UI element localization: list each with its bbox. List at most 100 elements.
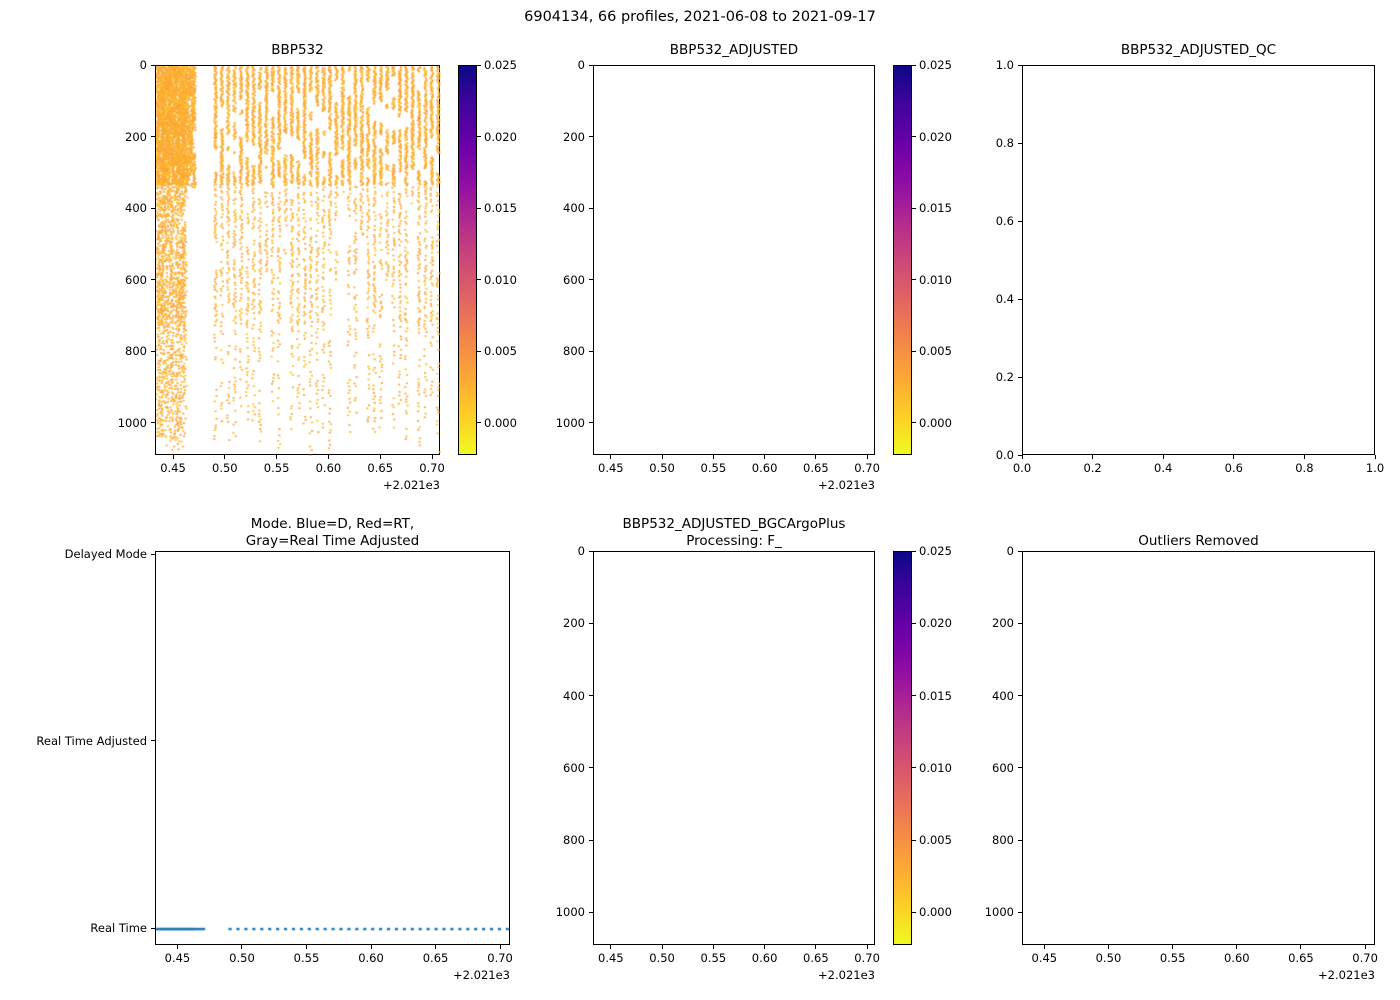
colorbar-tick-label: 0.025: [484, 58, 517, 72]
x-tick-mark: [1107, 945, 1109, 949]
x-tick-label: 0.2: [1083, 461, 1102, 475]
colorbar-tick-mark: [912, 136, 916, 138]
x-tick-label: 0.65: [1288, 951, 1314, 965]
y-tick-mark: [1018, 550, 1022, 552]
y-tick-mark: [1018, 142, 1022, 144]
colorbar-tick-label: 0.010: [484, 272, 517, 287]
y-tick-mark: [151, 740, 155, 742]
colorbar-tick-label: 0.025: [919, 544, 952, 558]
y-tick-label: 600: [563, 272, 585, 287]
colorbar-tick-label: 0.010: [919, 272, 952, 287]
x-tick-label: 0.45: [160, 461, 186, 475]
colorbar-tick-label: 0.005: [919, 344, 952, 359]
y-tick-mark: [1018, 64, 1022, 66]
axes-outliers-removed: [1022, 551, 1375, 945]
x-tick-label: 0.65: [803, 951, 829, 965]
y-tick-mark: [589, 622, 593, 624]
y-tick-label: 600: [563, 760, 585, 775]
x-tick-label: 0.55: [700, 461, 727, 475]
y-tick-label: 200: [125, 129, 147, 144]
colorbar-tick-mark: [912, 207, 916, 209]
y-tick-mark: [151, 422, 155, 424]
colorbar-tick-label: 0.015: [484, 201, 517, 216]
y-tick-mark: [589, 207, 593, 209]
colorbar-tick-label: 0.020: [919, 129, 952, 144]
x-tick-label: 0.60: [751, 951, 778, 965]
colorbar-tick-label: 0.020: [919, 616, 952, 631]
x-tick-label: 0.65: [367, 461, 394, 475]
bbp532-adjusted-colorbar: [893, 65, 912, 455]
x-tick-label: 0.55: [700, 951, 727, 965]
x-axis-offset-label: +2.021e3: [453, 968, 510, 982]
x-tick-mark: [1043, 945, 1045, 949]
x-tick-mark: [1236, 945, 1238, 949]
x-tick-label: 0.55: [293, 951, 320, 965]
x-tick-mark: [610, 455, 612, 459]
colorbar-tick-mark: [912, 695, 916, 697]
x-tick-label: 0.45: [598, 951, 624, 965]
y-tick-label: 800: [125, 344, 147, 359]
bbp532-data-canvas: [156, 66, 441, 456]
y-tick-mark: [589, 550, 593, 552]
y-tick-mark: [589, 839, 593, 841]
mode-title-line1: Mode. Blue=D, Red=RT,: [250, 516, 415, 532]
y-tick-mark: [151, 207, 155, 209]
y-tick-mark: [589, 911, 593, 913]
y-tick-label: 400: [992, 688, 1014, 703]
bbp532-colorbar: [458, 65, 477, 455]
y-tick-mark: [1018, 767, 1022, 769]
y-tick-mark: [1018, 376, 1022, 378]
x-tick-mark: [1172, 945, 1174, 949]
x-tick-mark: [1233, 455, 1235, 459]
x-tick-mark: [1303, 455, 1305, 459]
y-tick-label: 0: [139, 58, 147, 72]
axes-bbp532: [155, 65, 441, 456]
colorbar-tick-mark: [477, 279, 481, 281]
x-tick-mark: [176, 945, 178, 949]
y-tick-mark: [589, 695, 593, 697]
x-tick-mark: [435, 945, 437, 949]
colorbar-tick-mark: [912, 767, 916, 769]
colorbar-tick-mark: [477, 136, 481, 138]
axes-mode: [155, 551, 511, 946]
bgcargoplus-title: BBP532_ADJUSTED_BGCArgoPlus Processing: …: [593, 516, 875, 550]
bbp532-title: BBP532: [271, 42, 324, 58]
x-tick-label: 0.65: [422, 951, 449, 965]
bgcargoplus-title-line2: Processing: F_: [686, 533, 782, 549]
x-tick-mark: [1162, 455, 1164, 459]
x-tick-label: 0.65: [803, 461, 829, 475]
x-axis-offset-label: +2.021e3: [1318, 968, 1375, 982]
x-tick-label: 0.60: [358, 951, 384, 965]
x-tick-label: 0.45: [598, 461, 624, 475]
x-tick-mark: [866, 945, 868, 949]
x-tick-label: 0.55: [263, 461, 290, 475]
y-tick-mark: [1018, 839, 1022, 841]
y-tick-label: 400: [125, 201, 147, 216]
colorbar-tick-label: 0.010: [919, 760, 952, 775]
colorbar-tick-label: 0.005: [919, 833, 952, 848]
bbp532-adjusted-qc-title: BBP532_ADJUSTED_QC: [1120, 42, 1277, 58]
bgcargoplus-title-line1: BBP532_ADJUSTED_BGCArgoPlus: [622, 516, 846, 532]
y-tick-label: 1.0: [995, 58, 1014, 72]
mode-data-canvas: [156, 552, 511, 946]
x-tick-mark: [327, 455, 329, 459]
colorbar-tick-mark: [912, 550, 916, 552]
x-tick-label: 0.50: [212, 461, 238, 475]
y-tick-label: 1000: [555, 415, 585, 430]
y-tick-label: 0: [1006, 544, 1014, 558]
x-tick-mark: [610, 945, 612, 949]
x-tick-label: 0.45: [1031, 951, 1058, 965]
x-tick-label: 0.8: [1295, 461, 1314, 475]
x-tick-mark: [1092, 455, 1094, 459]
y-tick-label: 200: [563, 129, 585, 144]
x-tick-label: 0.6: [1224, 461, 1243, 475]
y-tick-label: 1000: [555, 905, 585, 920]
x-tick-mark: [499, 945, 501, 949]
x-tick-label: 0.55: [1159, 951, 1186, 965]
x-tick-mark: [241, 945, 243, 949]
x-tick-mark: [661, 945, 663, 949]
y-tick-label: 200: [563, 616, 585, 631]
x-tick-mark: [370, 945, 372, 949]
mode-title-line2: Gray=Real Time Adjusted: [245, 533, 420, 549]
x-tick-label: 0.60: [315, 461, 342, 475]
